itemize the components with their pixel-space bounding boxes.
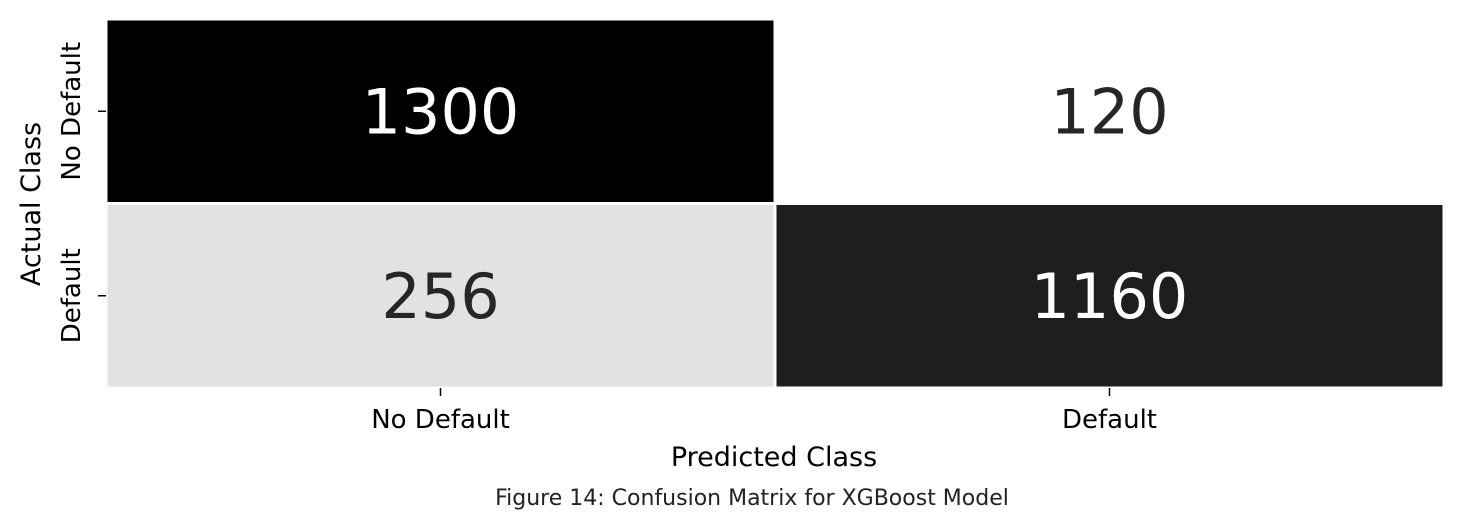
cell-value-label: 1300 xyxy=(362,75,520,148)
axis-ticks: No Default Default No Default Default xyxy=(57,42,1157,435)
figure-caption: Figure 14: Confusion Matrix for XGBoost … xyxy=(495,486,1009,511)
cell-value-label: 1160 xyxy=(1031,260,1189,333)
y-tick-label: Default xyxy=(57,248,87,343)
y-axis-label: Actual Class xyxy=(16,122,47,286)
heatmap-cell xyxy=(104,17,777,205)
x-tick-label: No Default xyxy=(371,405,510,435)
cell-value-label: 256 xyxy=(381,260,499,333)
heatmap-cell xyxy=(773,202,1446,390)
x-axis-label: Predicted Class xyxy=(671,442,877,473)
heatmap-cells: 1300 120 256 1160 xyxy=(104,17,1446,390)
x-tick-label: Default xyxy=(1062,405,1157,435)
heatmap-cell xyxy=(104,202,777,390)
cell-value-label: 120 xyxy=(1050,75,1168,148)
y-tick-label: No Default xyxy=(57,42,87,181)
heatmap-cell xyxy=(773,17,1446,205)
